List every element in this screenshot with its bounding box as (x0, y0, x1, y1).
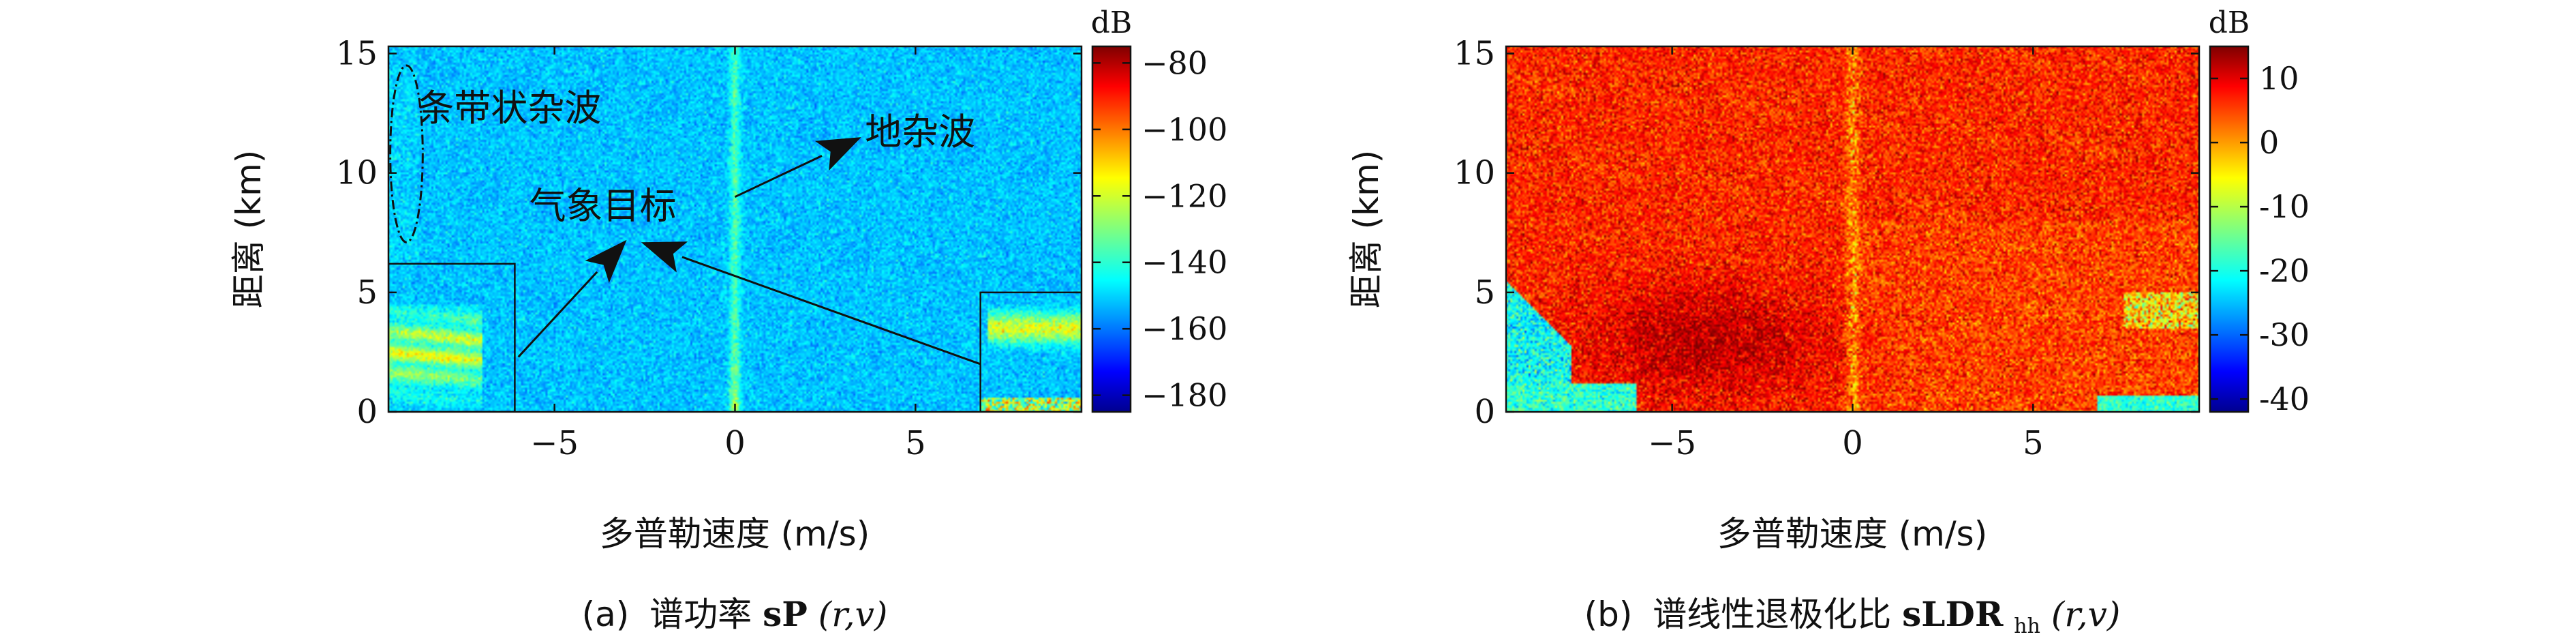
annotation-label: 气象目标 (530, 185, 677, 228)
colorbar-tick-label: -20 (2259, 252, 2310, 289)
arrow-shaft (734, 155, 823, 198)
y-tick-label: 0 (1474, 393, 1495, 431)
caption-b: (b) 谱线性退极化比 sLDR hh (r,v) (1584, 594, 2121, 641)
caption-a-symbol: sP (763, 594, 808, 634)
arrowhead-icon (585, 239, 627, 284)
colorbar-b (2209, 45, 2250, 413)
arrowhead-icon (814, 137, 861, 171)
arrowhead-icon (641, 241, 688, 273)
colorbar-tick-label: −120 (1141, 177, 1227, 214)
caption-a-args: (r,v) (818, 595, 888, 634)
colorbar-unit-b: dB (2209, 5, 2250, 40)
axis-ticks-a: −5 0 5 0 5 10 15 (336, 35, 1082, 462)
arrow-shaft (681, 256, 981, 366)
colorbar-tick-label: -40 (2259, 381, 2310, 417)
caption-b-symbol: sLDR (1902, 594, 2004, 634)
caption-b-subscript: hh (2014, 614, 2040, 638)
caption-a-prefix: 谱功率 (649, 595, 752, 634)
x-tick-label: 0 (724, 424, 746, 462)
colorbar-tick-label: −100 (1141, 111, 1227, 148)
annotation-label: 条带状杂波 (417, 87, 601, 130)
colorbar-tick-label: -10 (2259, 188, 2310, 225)
arrow-shaft (517, 271, 598, 358)
x-tick-label: 5 (2023, 424, 2044, 462)
y-tick-label: 5 (356, 273, 378, 312)
colorbar-tick-label: −80 (1141, 44, 1208, 81)
highlight-box (979, 291, 1082, 412)
y-tick-label: 15 (1454, 35, 1495, 73)
colorbar-ticks-b: 10 0 -10 -20 -30 -40 (2210, 60, 2310, 417)
annotation-label: 地杂波 (865, 110, 975, 153)
caption-a: (a) 谱功率 sP (r,v) (582, 594, 888, 634)
colorbar-tick-label: −180 (1141, 377, 1227, 414)
x-tick-label: −5 (530, 424, 579, 462)
y-axis-label-b: 距离 (km) (1347, 150, 1386, 309)
caption-a-panel: (a) (582, 595, 630, 634)
y-tick-label: 0 (356, 393, 378, 431)
y-tick-label: 5 (1474, 273, 1495, 312)
axis-ticks-b: −5 0 5 0 5 10 15 (1454, 35, 2199, 462)
y-tick-label: 10 (1454, 154, 1495, 192)
colorbar-tick-label: −140 (1141, 244, 1227, 281)
y-tick-label: 10 (336, 154, 378, 192)
caption-b-args: (r,v) (2051, 595, 2121, 634)
panel-b: −5 0 5 0 5 10 15 多普勒速度 (m/s) 距离 (km) 10 0 -10 -20… (1347, 5, 2310, 641)
caption-b-prefix: 谱线性退极化比 (1653, 595, 1891, 634)
colorbar-ticks-a: −80 −100 −120 −140 −160 −180 (1092, 44, 1227, 414)
colorbar-tick-label: −160 (1141, 310, 1227, 347)
x-tick-label: −5 (1648, 424, 1696, 462)
heatmap-a (388, 46, 1082, 412)
colorbar-tick-label: -30 (2259, 316, 2310, 353)
x-axis-label-a: 多普勒速度 (m/s) (600, 514, 870, 554)
x-tick-label: 0 (1842, 424, 1863, 462)
colorbar-tick-label: 0 (2259, 124, 2279, 161)
caption-b-panel: (b) (1584, 595, 1633, 634)
colorbar-unit-a: dB (1091, 5, 1133, 40)
colorbar-tick-label: 10 (2259, 60, 2299, 97)
highlight-ellipse (389, 64, 424, 243)
y-axis-label-a: 距离 (km) (229, 150, 269, 309)
colorbar-a (1091, 45, 1132, 413)
x-tick-label: 5 (905, 424, 926, 462)
heatmap-b (1506, 46, 2199, 412)
y-tick-label: 15 (336, 35, 378, 73)
highlight-box (388, 263, 516, 412)
x-axis-label-b: 多普勒速度 (m/s) (1717, 514, 1988, 554)
